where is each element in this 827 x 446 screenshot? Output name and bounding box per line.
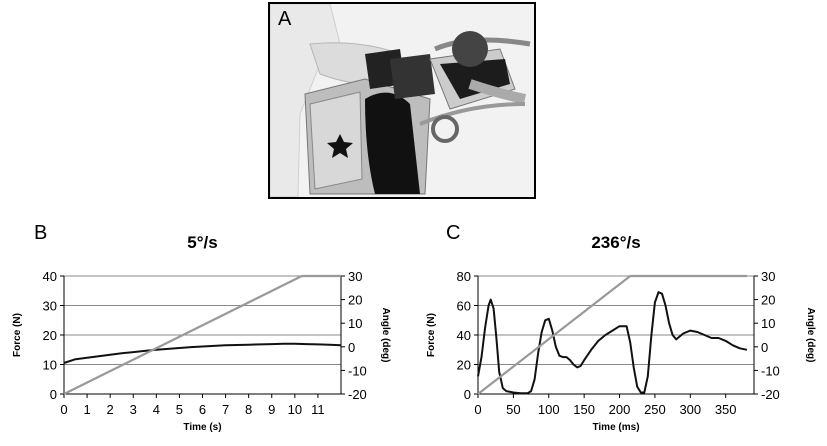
x-tick-label: 8 <box>245 402 252 417</box>
x-tick-label: 10 <box>288 402 302 417</box>
y2-tick-label: 20 <box>348 293 362 308</box>
device-photo: A <box>268 2 536 199</box>
x-tick-label: 4 <box>153 402 160 417</box>
force-series-line <box>477 291 748 395</box>
y-tick-label: 20 <box>457 358 471 373</box>
y2-tick-label: -20 <box>761 387 780 402</box>
y2-tick-label: 30 <box>761 269 775 284</box>
x-axis-label: Time (ms) <box>592 422 639 433</box>
x-tick-label: 250 <box>644 402 666 417</box>
y2-tick-label: 0 <box>761 340 768 355</box>
angle-series-line <box>63 274 341 395</box>
y-tick-label: 40 <box>43 269 57 284</box>
chart-title: 236°/s <box>591 233 640 252</box>
chart-left: 5°/s 0 10 20 30 40 -20 -10 0 10 20 30 0 1 2 3 4 5 6 7 8 9 10 11… <box>12 233 391 433</box>
chart-title: 5°/s <box>187 233 217 252</box>
y2-tick-label: 30 <box>348 269 362 284</box>
x-tick-label: 9 <box>268 402 275 417</box>
y2-tick-label: 0 <box>348 340 355 355</box>
y-axis-label: Force (N) <box>426 313 437 357</box>
y2-tick-label: -20 <box>348 387 367 402</box>
x-tick-label: 5 <box>176 402 183 417</box>
y-tick-label: 10 <box>43 358 57 373</box>
x-tick-label: 300 <box>679 402 701 417</box>
y-tick-label: 60 <box>457 299 471 314</box>
y2-tick-label: -10 <box>348 363 367 378</box>
y2-tick-label: 20 <box>761 293 775 308</box>
y-tick-label: 40 <box>457 328 471 343</box>
x-tick-label: 2 <box>107 402 114 417</box>
x-tick-label: 3 <box>130 402 137 417</box>
y2-tick-label: 10 <box>348 316 362 331</box>
device-photo-illustration <box>270 4 534 197</box>
x-tick-label: 150 <box>573 402 595 417</box>
panel-letter-c: C <box>446 222 461 244</box>
x-tick-label: 100 <box>538 402 560 417</box>
y-tick-label: 0 <box>50 387 57 402</box>
panel-letter-a: A <box>278 8 292 30</box>
y-tick-label: 80 <box>457 269 471 284</box>
y-tick-label: 0 <box>464 387 471 402</box>
x-tick-label: 50 <box>506 402 520 417</box>
x-tick-label: 0 <box>60 402 67 417</box>
x-tick-label: 11 <box>311 402 325 417</box>
y2-tick-label: -10 <box>761 363 780 378</box>
force-series-line <box>63 342 342 364</box>
x-tick-label: 0 <box>474 402 481 417</box>
y-tick-label: 30 <box>43 299 57 314</box>
x-tick-label: 6 <box>199 402 206 417</box>
y2-axis-label: Angle (deg) <box>805 308 816 363</box>
y2-axis-label: Angle (deg) <box>380 308 391 363</box>
y-axis-label: Force (N) <box>12 313 23 357</box>
panel-letter-b: B <box>34 222 48 244</box>
x-tick-label: 350 <box>715 402 737 417</box>
x-axis-label: Time (s) <box>183 422 221 433</box>
y-tick-label: 20 <box>43 328 57 343</box>
x-tick-label: 1 <box>83 402 90 417</box>
y2-tick-label: 10 <box>761 316 775 331</box>
x-tick-label: 7 <box>222 402 229 417</box>
x-tick-label: 200 <box>609 402 631 417</box>
angle-series-line <box>477 274 747 395</box>
